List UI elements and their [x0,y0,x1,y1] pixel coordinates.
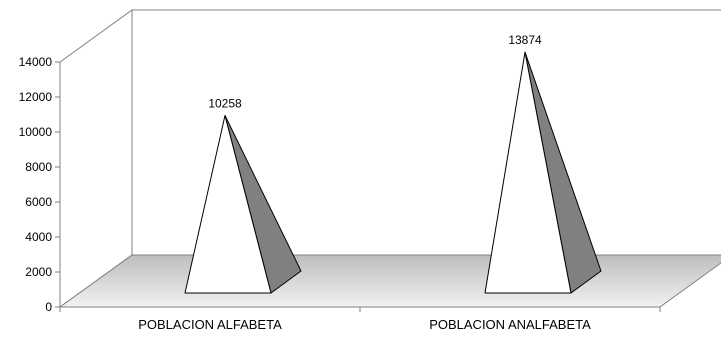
pyramid-bar [184,114,302,294]
data-labels: 10258 13874 [208,33,542,110]
y-tick-label: 8000 [25,160,52,174]
y-tick-label: 4000 [25,230,52,244]
y-tick-label: 0 [45,300,52,314]
pyramid-bar [484,51,602,294]
data-label: 13874 [508,33,542,47]
y-tick-label: 14000 [19,55,53,69]
x-category-label: POBLACION ANALFABETA [429,317,591,332]
chart-walls [58,9,721,308]
x-axis-ticks: POBLACION ALFABETA POBLACION ANALFABETA [59,307,661,332]
y-tick-label: 10000 [19,125,53,139]
pyramid-front-face [184,114,272,294]
chart-axes: 0 2000 4000 6000 8000 10000 12000 14000 POBLACI… [19,55,661,332]
chart-floor [58,254,721,308]
x-category-label: POBLACION ALFABETA [138,317,282,332]
chart-bars [184,51,602,294]
pyramid-front-face [484,51,572,294]
data-label: 10258 [208,96,242,110]
y-tick-label: 6000 [25,195,52,209]
y-tick-label: 2000 [25,265,52,279]
y-tick-label: 12000 [19,90,53,104]
y-axis-ticks: 0 2000 4000 6000 8000 10000 12000 14000 [19,55,60,314]
